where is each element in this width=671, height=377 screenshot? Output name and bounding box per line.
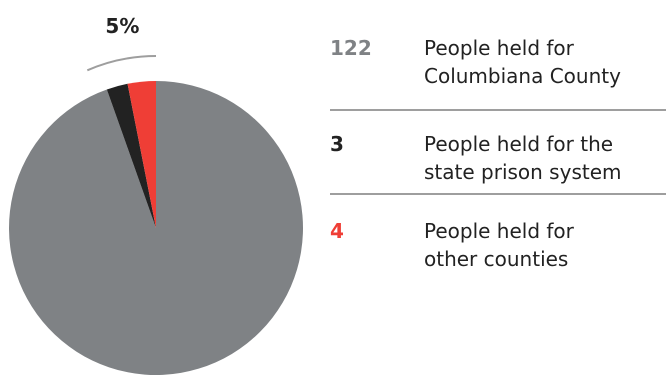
legend-label-columbiana-line2: Columbiana County (424, 64, 621, 88)
pie-chart: 5% (9, 14, 304, 375)
legend-label-other-counties: People held for other counties (424, 217, 574, 273)
pie-slice-other-counties (127, 81, 156, 228)
callout-label: 5% (105, 14, 139, 38)
pie-slice-columbiana (9, 81, 304, 375)
legend-label-other-counties-line2: other counties (424, 247, 569, 271)
legend-count-state-prison: 3 (330, 132, 344, 156)
pie-slice-state-prison (106, 83, 156, 228)
callout-arc (86, 55, 157, 72)
legend-label-state-prison: People held for the state prison system (424, 130, 622, 186)
legend-item-state-prison: 3 People held for the state prison syste… (330, 111, 666, 193)
legend: 122 People held for Columbiana County 3 … (330, 34, 666, 278)
legend-count-columbiana: 122 (330, 36, 372, 60)
legend-divider-2 (330, 193, 666, 195)
legend-item-other-counties: 4 People held for other counties (330, 195, 666, 278)
legend-item-columbiana: 122 People held for Columbiana County (330, 34, 666, 109)
legend-label-state-prison-line1: People held for the (424, 132, 614, 156)
legend-label-state-prison-line2: state prison system (424, 160, 622, 184)
legend-label-columbiana: People held for Columbiana County (424, 34, 621, 90)
legend-label-columbiana-line1: People held for (424, 36, 574, 60)
legend-count-other-counties: 4 (330, 219, 344, 243)
legend-label-other-counties-line1: People held for (424, 219, 574, 243)
legend-divider-1 (330, 109, 666, 111)
pie-slices (9, 81, 304, 375)
